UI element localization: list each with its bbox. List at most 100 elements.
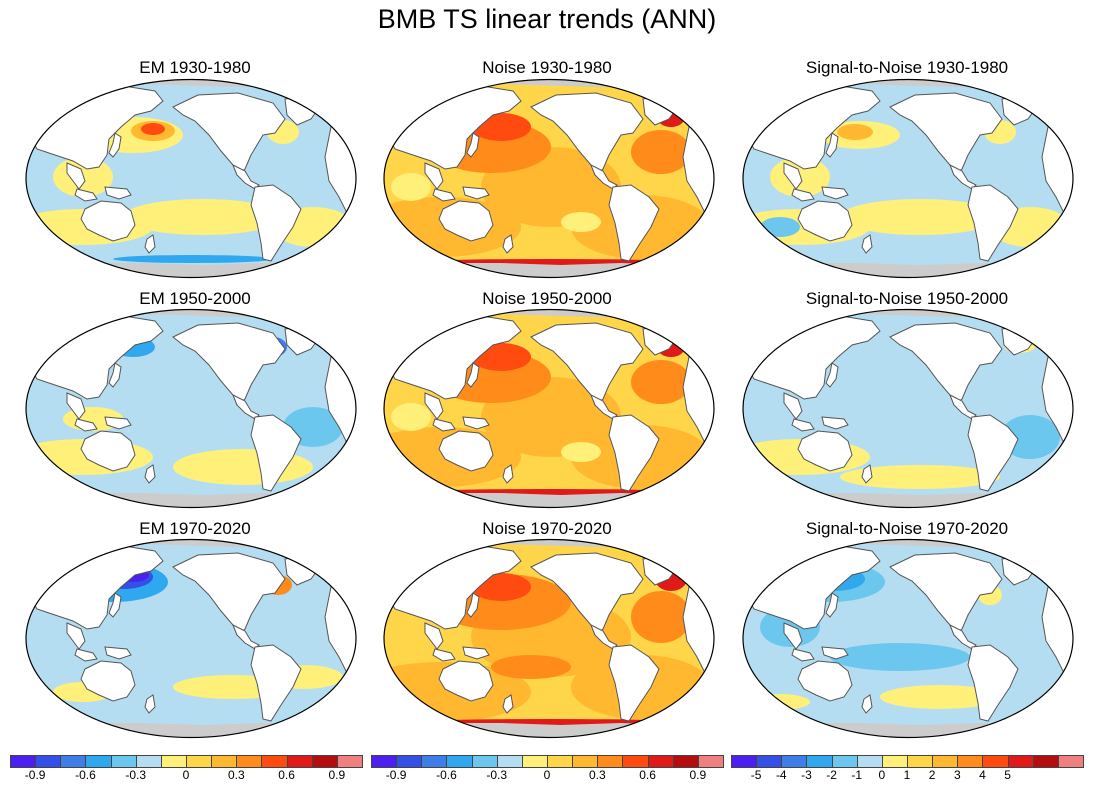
newguinea-land: [821, 416, 849, 430]
trend-region: [1000, 415, 1060, 459]
japan-land: [466, 362, 480, 388]
australia-land: [797, 430, 853, 472]
japan-land: [466, 132, 480, 158]
north-america-land: [889, 552, 1003, 636]
colorbar-tick-label: 0: [543, 768, 551, 782]
panel-title-sn-1930-1980: Signal-to-Noise 1930-1980: [805, 58, 1009, 77]
trend-region: [491, 655, 571, 679]
newzealand-land: [144, 464, 156, 484]
trend-region: [113, 255, 273, 263]
colorbar-tick-label: -0.9: [24, 768, 46, 782]
map-em-1950-2000: [25, 308, 357, 509]
borneo-land: [74, 418, 98, 432]
colorbar-box: [311, 755, 338, 768]
colorbar-box: [831, 755, 858, 768]
colorbar-box: [806, 755, 833, 768]
newguinea-land: [104, 646, 132, 660]
south-america-land: [608, 414, 660, 492]
panel-title-sn-1970-2020: Signal-to-Noise 1970-2020: [805, 519, 1009, 538]
north-america-land: [172, 552, 286, 636]
trend-region: [837, 124, 873, 140]
colorbar-box: [622, 755, 649, 768]
trend-region: [391, 403, 431, 431]
trend-region: [840, 199, 1000, 235]
trend-region: [141, 123, 165, 135]
trend-region: [391, 173, 431, 201]
colorbar-box: [496, 755, 523, 768]
colorbar-box: [110, 755, 137, 768]
newzealand-land: [144, 234, 156, 254]
map-border: [25, 538, 357, 739]
map-border: [25, 308, 357, 509]
colorbar-box: [446, 755, 473, 768]
newzealand-land: [861, 234, 873, 254]
japan-land: [108, 592, 122, 618]
australia-land: [438, 660, 494, 702]
australia-land: [797, 200, 853, 242]
colorbar-box: [1032, 755, 1059, 768]
colorbar-box: [85, 755, 112, 768]
colorbar-box: [371, 755, 398, 768]
colorbar-tick-label: -0.9: [385, 768, 407, 782]
map-border: [742, 538, 1074, 739]
newzealand-land: [144, 694, 156, 714]
newguinea-land: [462, 186, 490, 200]
trend-region: [750, 694, 810, 710]
japan-land: [825, 592, 839, 618]
australia-land: [438, 430, 494, 472]
map-border: [25, 78, 357, 279]
colorbar-box: [781, 755, 808, 768]
north-america-land: [530, 322, 644, 406]
colorbar-tick-label: 4: [979, 768, 986, 782]
borneo-land: [432, 418, 456, 432]
colorbar-box: [697, 755, 724, 768]
panel-title-noise-1950-2000: Noise 1950-2000: [482, 289, 612, 308]
colorbar-tick-label: 0.6: [278, 768, 295, 782]
trend-region: [840, 465, 1000, 489]
map-border: [742, 308, 1074, 509]
japan-land: [825, 132, 839, 158]
japan-land: [108, 362, 122, 388]
colorbar-tick-label: 5: [1004, 768, 1011, 782]
colorbar-noise: [371, 755, 724, 768]
panel-title-noise-1970-2020: Noise 1970-2020: [482, 519, 612, 538]
colorbar-box: [731, 755, 758, 768]
colorbar-box: [881, 755, 908, 768]
colorbar-tick-label: 0.6: [639, 768, 656, 782]
newzealand-land: [861, 464, 873, 484]
colorbar-box: [647, 755, 674, 768]
colorbar-box: [957, 755, 984, 768]
colorbar-em: [10, 755, 363, 768]
panel-title-noise-1930-1980: Noise 1930-1980: [482, 58, 612, 77]
colorbar-tick-label: 0.3: [227, 768, 245, 782]
colorbar-tick-label: -5: [750, 768, 762, 782]
map-em-1930-1980: [25, 78, 357, 279]
colorbar-sn: [731, 755, 1084, 768]
australia-land: [438, 200, 494, 242]
colorbar-tick-label: -4: [775, 768, 787, 782]
north-america-land: [889, 92, 1003, 176]
colorbar-box: [982, 755, 1009, 768]
colorbar-tick-label: 0.9: [328, 768, 346, 782]
australia-land: [797, 660, 853, 702]
newguinea-land: [104, 416, 132, 430]
newguinea-land: [462, 646, 490, 660]
colorbar-box: [672, 755, 699, 768]
newzealand-land: [861, 694, 873, 714]
trend-region: [760, 217, 800, 237]
colorbar-box: [597, 755, 624, 768]
colorbar-tick-label: 0: [878, 768, 886, 782]
colorbar-box: [286, 755, 313, 768]
panel-title-em-1970-2020: EM 1970-2020: [139, 519, 251, 538]
map-border: [383, 538, 715, 739]
colorbar-box: [547, 755, 574, 768]
newzealand-land: [502, 464, 514, 484]
japan-land: [825, 362, 839, 388]
south-america-land: [608, 644, 660, 722]
colorbar-box: [160, 755, 187, 768]
colorbar-tick-label: 2: [928, 768, 936, 782]
south-america-land: [250, 184, 302, 262]
colorbar-tick-label: -3: [801, 768, 812, 782]
colorbar-box: [756, 755, 783, 768]
map-sn-1930-1980: [742, 78, 1074, 279]
